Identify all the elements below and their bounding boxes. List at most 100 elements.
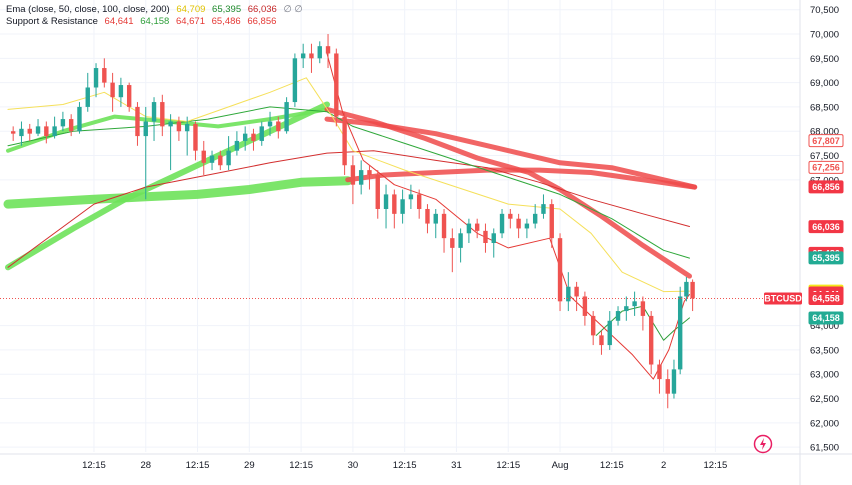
candle-body	[671, 369, 677, 394]
legend-ema-label: Ema (close, 50, close, 100, close, 200)	[6, 4, 170, 15]
candle-body	[68, 119, 74, 132]
candle-body	[276, 121, 281, 132]
candle-body	[450, 238, 455, 248]
time-axis-label: 12:15	[393, 460, 417, 471]
candle-body	[35, 126, 41, 134]
candle-body	[657, 364, 662, 380]
price-axis-label: 67,500	[810, 151, 839, 162]
candle-body	[77, 106, 82, 132]
price-tag-label: 66,036	[812, 222, 840, 232]
candle-body	[317, 46, 322, 59]
time-axis-label: 29	[244, 460, 255, 471]
candle-body	[168, 121, 173, 127]
time-axis-label: 30	[348, 460, 359, 471]
price-axis-label: 70,000	[810, 30, 839, 41]
tradingview-logo-icon[interactable]	[753, 434, 773, 454]
price-axis-label: 70,500	[810, 5, 839, 16]
candle-body	[19, 128, 24, 137]
candle-body	[184, 123, 190, 132]
symbol-tag-label: BTCUSD	[764, 294, 802, 304]
candle-body	[209, 155, 215, 163]
candle-body	[566, 286, 571, 302]
candle-body	[27, 128, 32, 134]
legend-sr-label: Support & Resistance	[6, 16, 98, 27]
candle-body	[350, 165, 356, 185]
candle-body	[690, 281, 695, 299]
candle-body	[135, 106, 140, 137]
candle-body	[400, 199, 405, 214]
candle-body	[85, 87, 90, 107]
candle-body	[110, 82, 115, 98]
price-tag-label: 67,256	[812, 163, 840, 173]
price-axis-label: 69,500	[810, 54, 839, 65]
time-axis-label: Aug	[552, 460, 569, 471]
series-line-sr-red-thick	[324, 106, 692, 279]
candle-body	[532, 213, 538, 224]
candle-body	[52, 126, 57, 137]
candle-body	[549, 204, 554, 239]
candle-body	[60, 119, 66, 127]
candle-body	[118, 85, 124, 98]
candle-body	[648, 315, 654, 365]
price-axis-label: 63,500	[810, 345, 839, 356]
price-axis-label: 61,500	[810, 443, 839, 454]
legend-sr-value-4: 65,486	[211, 16, 241, 27]
candle-body	[143, 121, 148, 137]
candle-body	[259, 126, 264, 141]
candle-body	[458, 233, 463, 248]
time-axis-label: 12:15	[186, 460, 210, 471]
series-line-sr-green-thick	[3, 176, 353, 209]
price-axis-label: 63,000	[810, 370, 839, 381]
candle-body	[441, 213, 447, 239]
candle-body	[383, 194, 389, 209]
candle-body	[416, 194, 422, 209]
candle-body	[201, 150, 206, 163]
candle-body	[325, 46, 331, 54]
candle-body	[466, 223, 472, 234]
candle-body	[684, 281, 689, 297]
candle-body	[524, 223, 530, 229]
price-tag-label: 66,856	[812, 182, 840, 192]
candle-body	[226, 150, 231, 166]
time-axis-label: 28	[140, 460, 151, 471]
candle-body	[193, 123, 198, 151]
price-axis-label: 62,500	[810, 394, 839, 405]
price-tag-label: 64,558	[812, 294, 840, 304]
candle-body	[615, 311, 621, 321]
candle-body	[242, 133, 248, 141]
candle-body	[160, 102, 165, 127]
candle-body	[677, 296, 683, 370]
candle-body	[358, 170, 364, 185]
candle-body	[483, 230, 488, 244]
time-axis-label: 12:15	[704, 460, 728, 471]
time-axis-label: 2	[661, 460, 666, 471]
candle-body	[300, 53, 306, 59]
legend-sr-value-3: 64,671	[175, 16, 205, 27]
time-axis-label: 12:15	[600, 460, 624, 471]
candle-body	[342, 116, 347, 166]
candle-body	[632, 301, 637, 307]
candle-body	[590, 315, 596, 336]
candle-body	[474, 223, 480, 231]
candle-body	[292, 58, 298, 103]
candle-body	[10, 131, 16, 134]
candle-body	[151, 102, 157, 122]
candle-body	[251, 133, 256, 141]
candle-body	[599, 335, 604, 346]
candle-body	[508, 213, 513, 219]
price-tag-label: 64,158	[812, 313, 840, 323]
candle-body	[433, 213, 438, 224]
candle-body	[234, 140, 240, 151]
candle-body	[574, 286, 579, 297]
legend-ema-marks: ∅ ∅	[283, 4, 303, 15]
price-axis-label: 64,000	[810, 321, 839, 332]
candle-body	[375, 174, 380, 209]
candle-body	[640, 301, 646, 316]
candle-body	[408, 194, 414, 200]
candle-body	[367, 170, 372, 175]
candle-body	[541, 204, 546, 214]
price-tag	[808, 160, 844, 174]
price-tag	[808, 311, 844, 325]
price-axis-label: 62,000	[810, 418, 839, 429]
